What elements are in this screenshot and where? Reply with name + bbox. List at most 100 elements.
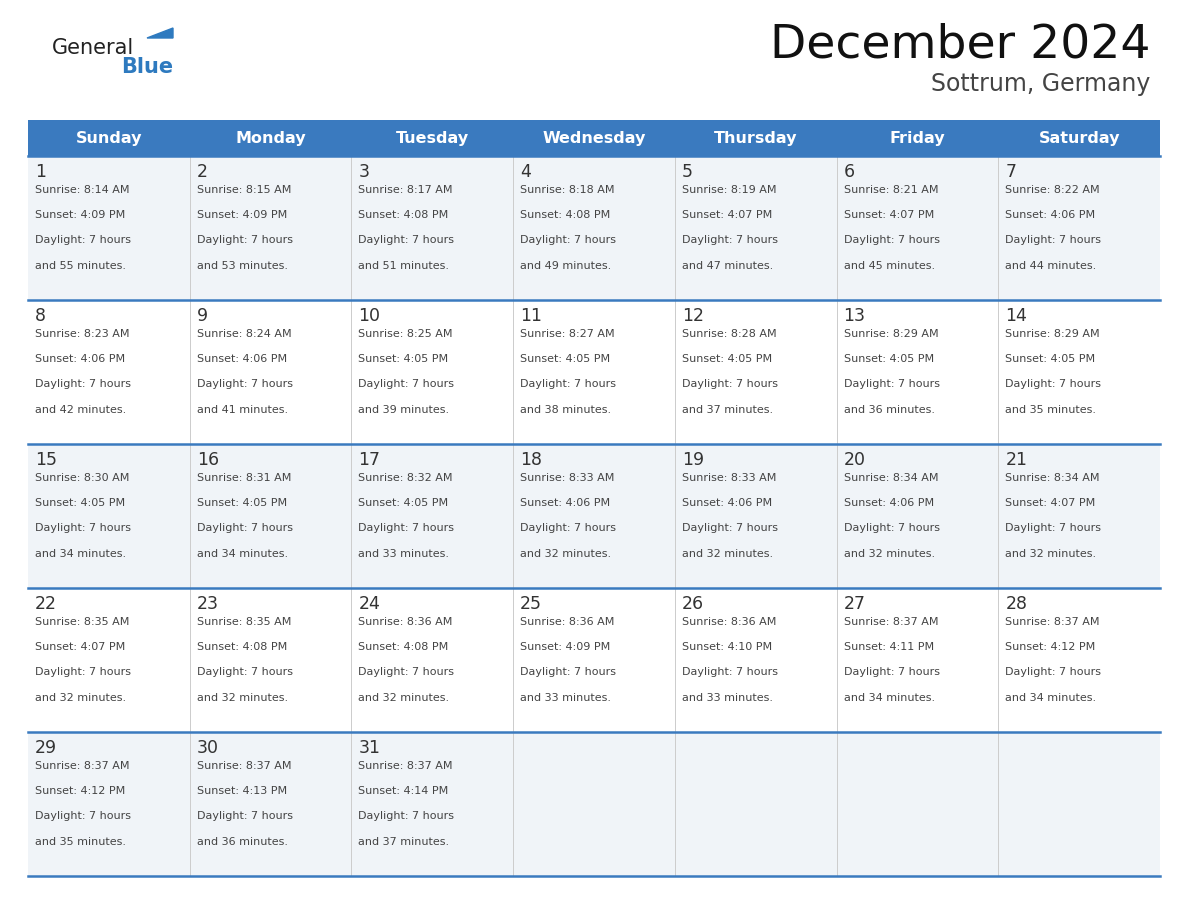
Text: Daylight: 7 hours: Daylight: 7 hours bbox=[520, 523, 617, 533]
Text: 19: 19 bbox=[682, 451, 704, 469]
Text: 18: 18 bbox=[520, 451, 542, 469]
Text: and 44 minutes.: and 44 minutes. bbox=[1005, 261, 1097, 271]
Text: and 34 minutes.: and 34 minutes. bbox=[843, 692, 935, 702]
Text: Daylight: 7 hours: Daylight: 7 hours bbox=[843, 523, 940, 533]
Text: Sunset: 4:11 PM: Sunset: 4:11 PM bbox=[843, 643, 934, 652]
Text: and 34 minutes.: and 34 minutes. bbox=[1005, 692, 1097, 702]
Text: Daylight: 7 hours: Daylight: 7 hours bbox=[34, 379, 131, 389]
Text: General: General bbox=[52, 38, 134, 58]
Text: and 36 minutes.: and 36 minutes. bbox=[197, 836, 287, 846]
Text: Sunset: 4:05 PM: Sunset: 4:05 PM bbox=[1005, 354, 1095, 364]
Text: 21: 21 bbox=[1005, 451, 1028, 469]
Text: 30: 30 bbox=[197, 739, 219, 757]
Text: Sunset: 4:08 PM: Sunset: 4:08 PM bbox=[359, 210, 449, 220]
Text: and 32 minutes.: and 32 minutes. bbox=[520, 549, 612, 558]
Text: 9: 9 bbox=[197, 307, 208, 325]
Text: Sunrise: 8:37 AM: Sunrise: 8:37 AM bbox=[359, 761, 453, 771]
Text: Friday: Friday bbox=[890, 130, 946, 145]
Text: 23: 23 bbox=[197, 595, 219, 613]
Text: Daylight: 7 hours: Daylight: 7 hours bbox=[359, 812, 455, 822]
Bar bbox=[29, 444, 1159, 588]
Text: Sunrise: 8:15 AM: Sunrise: 8:15 AM bbox=[197, 185, 291, 195]
Text: 27: 27 bbox=[843, 595, 866, 613]
Text: 11: 11 bbox=[520, 307, 542, 325]
Text: 10: 10 bbox=[359, 307, 380, 325]
Text: 16: 16 bbox=[197, 451, 219, 469]
Text: and 32 minutes.: and 32 minutes. bbox=[359, 692, 449, 702]
Text: Monday: Monday bbox=[235, 130, 305, 145]
Text: Sunrise: 8:21 AM: Sunrise: 8:21 AM bbox=[843, 185, 939, 195]
Text: Sunset: 4:05 PM: Sunset: 4:05 PM bbox=[843, 354, 934, 364]
Text: Sunset: 4:07 PM: Sunset: 4:07 PM bbox=[843, 210, 934, 220]
Text: Daylight: 7 hours: Daylight: 7 hours bbox=[359, 523, 455, 533]
Text: 17: 17 bbox=[359, 451, 380, 469]
Bar bbox=[29, 588, 1159, 732]
Bar bbox=[29, 156, 1159, 300]
Text: 4: 4 bbox=[520, 163, 531, 181]
Text: Sunrise: 8:29 AM: Sunrise: 8:29 AM bbox=[843, 329, 939, 339]
Text: Daylight: 7 hours: Daylight: 7 hours bbox=[34, 523, 131, 533]
Text: Sunrise: 8:30 AM: Sunrise: 8:30 AM bbox=[34, 473, 129, 483]
Text: Daylight: 7 hours: Daylight: 7 hours bbox=[1005, 523, 1101, 533]
Text: Sunset: 4:05 PM: Sunset: 4:05 PM bbox=[34, 498, 125, 509]
Text: Sunrise: 8:33 AM: Sunrise: 8:33 AM bbox=[520, 473, 614, 483]
Text: 28: 28 bbox=[1005, 595, 1028, 613]
Text: Sunset: 4:10 PM: Sunset: 4:10 PM bbox=[682, 643, 772, 652]
Text: Sunset: 4:08 PM: Sunset: 4:08 PM bbox=[197, 643, 287, 652]
Text: 8: 8 bbox=[34, 307, 46, 325]
Text: Sunset: 4:05 PM: Sunset: 4:05 PM bbox=[359, 498, 449, 509]
Text: and 33 minutes.: and 33 minutes. bbox=[359, 549, 449, 558]
Text: and 37 minutes.: and 37 minutes. bbox=[682, 405, 773, 415]
Text: Daylight: 7 hours: Daylight: 7 hours bbox=[197, 667, 292, 677]
Text: Sunrise: 8:29 AM: Sunrise: 8:29 AM bbox=[1005, 329, 1100, 339]
Text: and 42 minutes.: and 42 minutes. bbox=[34, 405, 126, 415]
Text: and 32 minutes.: and 32 minutes. bbox=[1005, 549, 1097, 558]
Text: Daylight: 7 hours: Daylight: 7 hours bbox=[197, 812, 292, 822]
Text: Daylight: 7 hours: Daylight: 7 hours bbox=[682, 667, 778, 677]
Text: Daylight: 7 hours: Daylight: 7 hours bbox=[359, 235, 455, 245]
Text: Sunset: 4:14 PM: Sunset: 4:14 PM bbox=[359, 786, 449, 796]
Text: Daylight: 7 hours: Daylight: 7 hours bbox=[197, 235, 292, 245]
Text: Sunrise: 8:17 AM: Sunrise: 8:17 AM bbox=[359, 185, 453, 195]
Text: 31: 31 bbox=[359, 739, 380, 757]
Text: 5: 5 bbox=[682, 163, 693, 181]
Text: Daylight: 7 hours: Daylight: 7 hours bbox=[843, 667, 940, 677]
Text: Sunrise: 8:37 AM: Sunrise: 8:37 AM bbox=[843, 617, 939, 627]
Text: Sunrise: 8:23 AM: Sunrise: 8:23 AM bbox=[34, 329, 129, 339]
Text: Sunset: 4:07 PM: Sunset: 4:07 PM bbox=[1005, 498, 1095, 509]
Text: and 32 minutes.: and 32 minutes. bbox=[197, 692, 287, 702]
Text: Daylight: 7 hours: Daylight: 7 hours bbox=[359, 379, 455, 389]
Text: Daylight: 7 hours: Daylight: 7 hours bbox=[682, 523, 778, 533]
Text: Sunset: 4:09 PM: Sunset: 4:09 PM bbox=[520, 643, 611, 652]
Text: and 32 minutes.: and 32 minutes. bbox=[843, 549, 935, 558]
Text: Sottrum, Germany: Sottrum, Germany bbox=[930, 72, 1150, 96]
Text: Sunset: 4:05 PM: Sunset: 4:05 PM bbox=[682, 354, 772, 364]
Text: Sunrise: 8:18 AM: Sunrise: 8:18 AM bbox=[520, 185, 614, 195]
Text: 29: 29 bbox=[34, 739, 57, 757]
Bar bbox=[29, 300, 1159, 444]
Text: 26: 26 bbox=[682, 595, 704, 613]
Text: and 32 minutes.: and 32 minutes. bbox=[682, 549, 773, 558]
Text: Daylight: 7 hours: Daylight: 7 hours bbox=[1005, 235, 1101, 245]
Text: Sunrise: 8:36 AM: Sunrise: 8:36 AM bbox=[520, 617, 614, 627]
Text: Sunset: 4:05 PM: Sunset: 4:05 PM bbox=[197, 498, 286, 509]
Text: Daylight: 7 hours: Daylight: 7 hours bbox=[359, 667, 455, 677]
Text: and 33 minutes.: and 33 minutes. bbox=[520, 692, 611, 702]
Text: Tuesday: Tuesday bbox=[396, 130, 469, 145]
Bar bbox=[29, 120, 1159, 156]
Text: Daylight: 7 hours: Daylight: 7 hours bbox=[520, 667, 617, 677]
Text: Daylight: 7 hours: Daylight: 7 hours bbox=[34, 235, 131, 245]
Text: Sunrise: 8:22 AM: Sunrise: 8:22 AM bbox=[1005, 185, 1100, 195]
Text: and 32 minutes.: and 32 minutes. bbox=[34, 692, 126, 702]
Text: 20: 20 bbox=[843, 451, 866, 469]
Text: Daylight: 7 hours: Daylight: 7 hours bbox=[197, 523, 292, 533]
Text: Daylight: 7 hours: Daylight: 7 hours bbox=[520, 379, 617, 389]
Text: and 41 minutes.: and 41 minutes. bbox=[197, 405, 287, 415]
Text: Sunrise: 8:37 AM: Sunrise: 8:37 AM bbox=[1005, 617, 1100, 627]
Text: Daylight: 7 hours: Daylight: 7 hours bbox=[682, 379, 778, 389]
Text: Sunrise: 8:31 AM: Sunrise: 8:31 AM bbox=[197, 473, 291, 483]
Text: Sunset: 4:12 PM: Sunset: 4:12 PM bbox=[1005, 643, 1095, 652]
Text: Sunrise: 8:33 AM: Sunrise: 8:33 AM bbox=[682, 473, 776, 483]
Text: 2: 2 bbox=[197, 163, 208, 181]
Text: and 35 minutes.: and 35 minutes. bbox=[1005, 405, 1097, 415]
